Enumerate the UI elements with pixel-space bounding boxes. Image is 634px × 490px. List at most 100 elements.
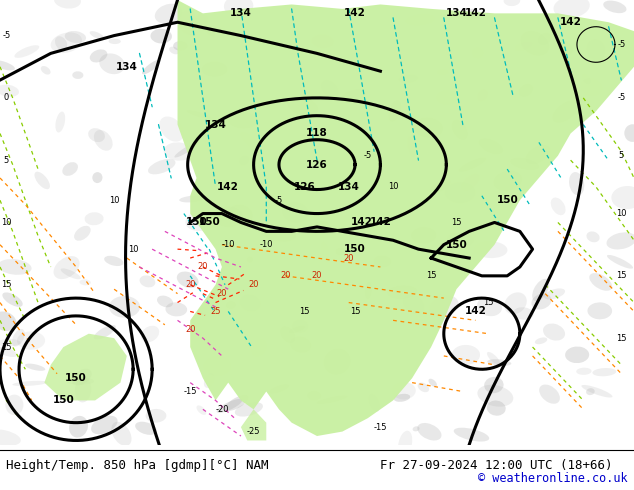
Ellipse shape bbox=[169, 47, 179, 54]
Ellipse shape bbox=[0, 85, 19, 97]
Ellipse shape bbox=[407, 136, 416, 157]
Ellipse shape bbox=[193, 14, 209, 28]
Text: 10: 10 bbox=[1, 218, 11, 227]
Ellipse shape bbox=[155, 4, 183, 24]
Ellipse shape bbox=[366, 222, 378, 229]
Text: 10: 10 bbox=[128, 245, 138, 254]
Ellipse shape bbox=[311, 34, 334, 49]
Ellipse shape bbox=[141, 326, 159, 342]
Text: 142: 142 bbox=[351, 218, 372, 227]
Text: 20: 20 bbox=[198, 263, 208, 271]
Ellipse shape bbox=[417, 423, 441, 441]
Ellipse shape bbox=[403, 294, 425, 315]
Text: -5: -5 bbox=[275, 196, 283, 205]
Text: -15: -15 bbox=[183, 387, 197, 396]
Text: -10: -10 bbox=[221, 240, 235, 249]
Ellipse shape bbox=[112, 422, 131, 446]
Ellipse shape bbox=[346, 307, 363, 313]
Ellipse shape bbox=[150, 29, 172, 44]
Text: 20: 20 bbox=[312, 271, 322, 280]
Ellipse shape bbox=[94, 130, 113, 151]
Ellipse shape bbox=[88, 128, 105, 142]
Ellipse shape bbox=[0, 312, 16, 331]
Ellipse shape bbox=[65, 31, 86, 43]
Ellipse shape bbox=[94, 325, 116, 340]
Ellipse shape bbox=[592, 368, 616, 376]
Ellipse shape bbox=[90, 49, 107, 63]
Polygon shape bbox=[178, 0, 634, 436]
Ellipse shape bbox=[135, 422, 157, 435]
Ellipse shape bbox=[239, 155, 249, 166]
Ellipse shape bbox=[437, 90, 458, 105]
Ellipse shape bbox=[165, 302, 187, 317]
Text: 142: 142 bbox=[370, 218, 391, 227]
Ellipse shape bbox=[510, 158, 540, 170]
Ellipse shape bbox=[519, 84, 533, 97]
Text: 134: 134 bbox=[116, 62, 138, 72]
Ellipse shape bbox=[55, 36, 67, 50]
Ellipse shape bbox=[479, 138, 503, 154]
Ellipse shape bbox=[451, 120, 468, 140]
Ellipse shape bbox=[148, 159, 176, 174]
Ellipse shape bbox=[15, 45, 39, 58]
Ellipse shape bbox=[429, 295, 458, 317]
Ellipse shape bbox=[62, 162, 78, 176]
Ellipse shape bbox=[287, 96, 318, 117]
Ellipse shape bbox=[66, 377, 94, 385]
Ellipse shape bbox=[307, 391, 321, 400]
Ellipse shape bbox=[282, 202, 309, 223]
Ellipse shape bbox=[335, 248, 345, 255]
Ellipse shape bbox=[586, 388, 595, 395]
Text: -5: -5 bbox=[617, 40, 626, 49]
Ellipse shape bbox=[603, 0, 626, 13]
Ellipse shape bbox=[179, 196, 207, 202]
Ellipse shape bbox=[228, 112, 258, 129]
Ellipse shape bbox=[157, 295, 173, 307]
Ellipse shape bbox=[17, 331, 45, 350]
Text: -25: -25 bbox=[247, 427, 261, 436]
Ellipse shape bbox=[413, 117, 443, 138]
Ellipse shape bbox=[477, 89, 488, 101]
Text: 150: 150 bbox=[496, 195, 518, 205]
Ellipse shape bbox=[75, 377, 91, 402]
Text: 15: 15 bbox=[350, 307, 360, 316]
Text: 15: 15 bbox=[299, 307, 309, 316]
Ellipse shape bbox=[53, 256, 79, 279]
Ellipse shape bbox=[503, 0, 521, 6]
Ellipse shape bbox=[0, 347, 17, 357]
Text: 142: 142 bbox=[217, 182, 239, 192]
Text: -20: -20 bbox=[215, 405, 229, 414]
Text: 142: 142 bbox=[560, 17, 581, 27]
Ellipse shape bbox=[252, 340, 267, 357]
Ellipse shape bbox=[0, 259, 32, 275]
Ellipse shape bbox=[521, 31, 549, 56]
Text: 150: 150 bbox=[65, 373, 87, 383]
Ellipse shape bbox=[504, 293, 527, 314]
Ellipse shape bbox=[368, 394, 380, 412]
Text: -5: -5 bbox=[2, 31, 11, 40]
Ellipse shape bbox=[139, 275, 155, 287]
Ellipse shape bbox=[586, 231, 600, 242]
Ellipse shape bbox=[225, 395, 249, 411]
Ellipse shape bbox=[531, 294, 552, 310]
Ellipse shape bbox=[513, 307, 534, 320]
Ellipse shape bbox=[582, 74, 591, 84]
Ellipse shape bbox=[202, 62, 228, 77]
Ellipse shape bbox=[84, 212, 103, 225]
Ellipse shape bbox=[411, 227, 437, 244]
Text: 15: 15 bbox=[1, 280, 11, 289]
Ellipse shape bbox=[34, 172, 50, 189]
Ellipse shape bbox=[581, 78, 602, 96]
Ellipse shape bbox=[429, 179, 451, 194]
Text: 142: 142 bbox=[344, 8, 366, 18]
Ellipse shape bbox=[398, 431, 412, 457]
Ellipse shape bbox=[532, 279, 549, 301]
Ellipse shape bbox=[387, 285, 418, 299]
Ellipse shape bbox=[544, 289, 565, 299]
Ellipse shape bbox=[581, 385, 612, 397]
Ellipse shape bbox=[429, 379, 437, 387]
Ellipse shape bbox=[13, 381, 48, 386]
Text: 20: 20 bbox=[185, 325, 195, 334]
Ellipse shape bbox=[69, 416, 88, 438]
Ellipse shape bbox=[474, 241, 507, 258]
